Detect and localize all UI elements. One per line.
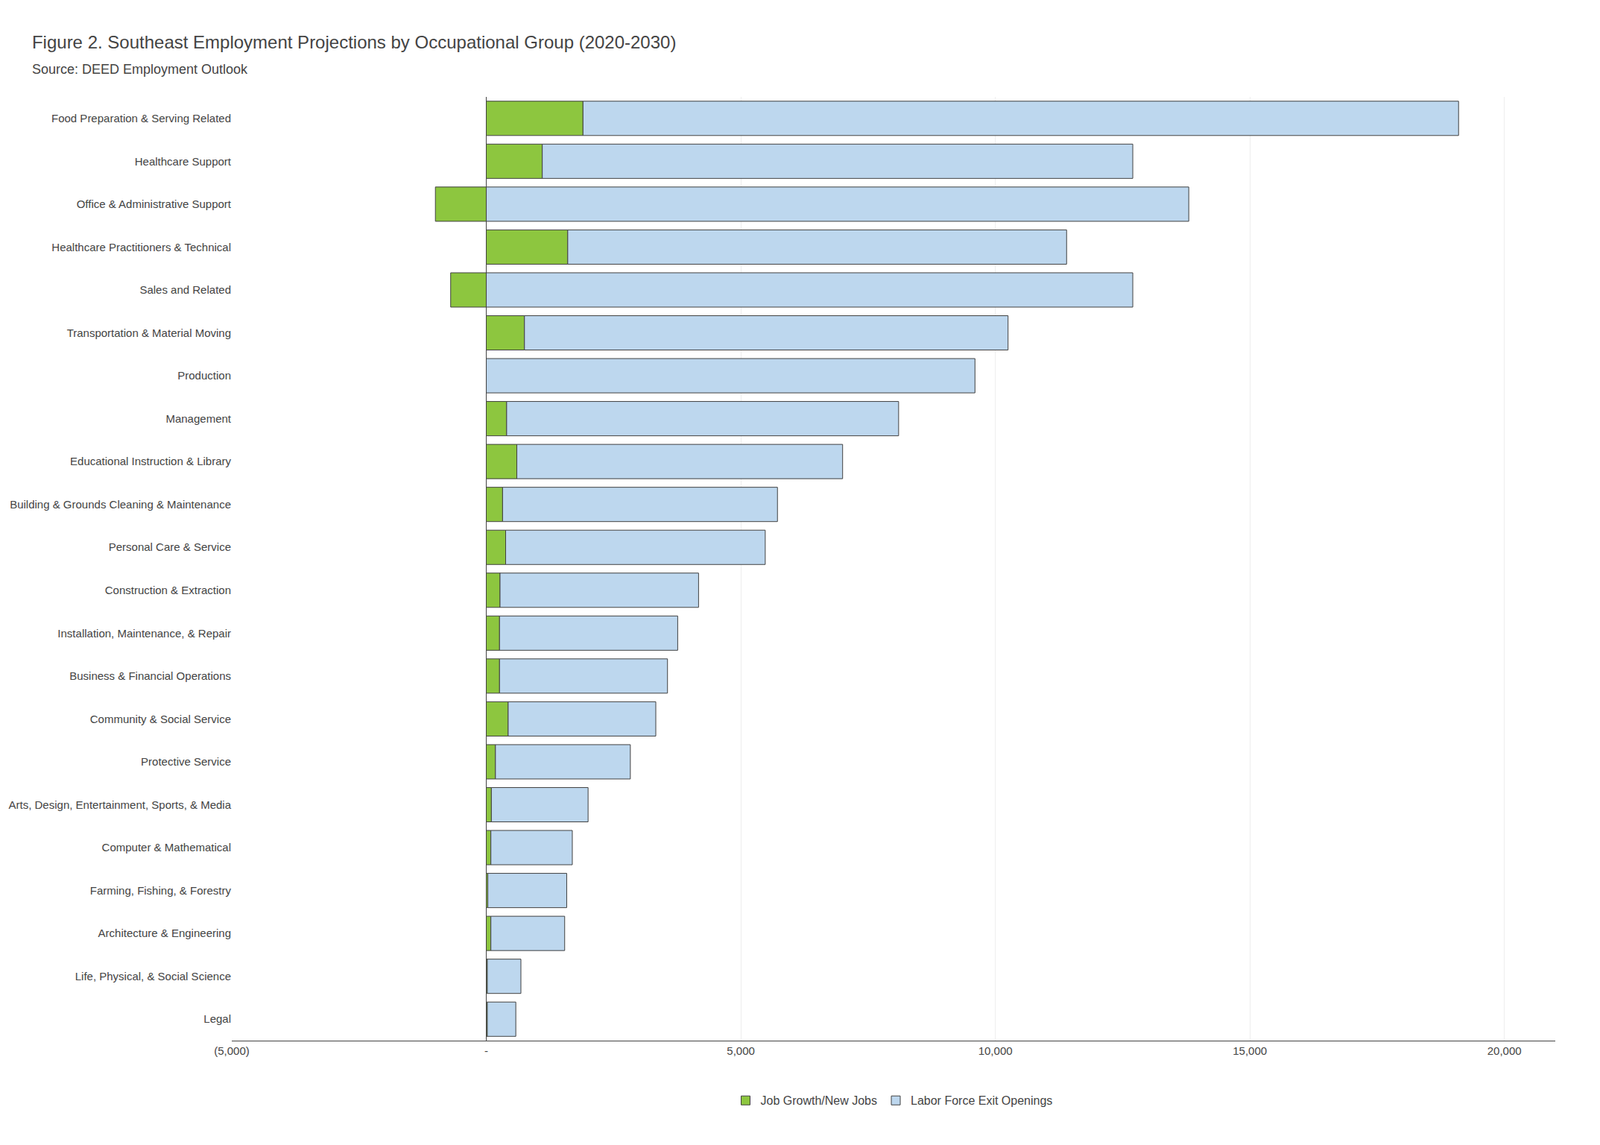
- svg-text:15,000: 15,000: [1232, 1044, 1267, 1057]
- svg-text:Legal: Legal: [203, 1012, 232, 1025]
- svg-text:Healthcare Practitioners & Tec: Healthcare Practitioners & Technical: [51, 240, 232, 254]
- svg-text:Installation, Maintenance, & R: Installation, Maintenance, & Repair: [57, 626, 232, 640]
- svg-text:(5,000): (5,000): [213, 1044, 250, 1057]
- svg-text:Personal Care & Service: Personal Care & Service: [108, 540, 232, 553]
- svg-text:20,000: 20,000: [1487, 1044, 1522, 1057]
- svg-text:Architecture & Engineering: Architecture & Engineering: [98, 926, 232, 939]
- svg-text:10,000: 10,000: [978, 1044, 1013, 1057]
- svg-text:Labor Force Exit Openings: Labor Force Exit Openings: [910, 1093, 1053, 1107]
- svg-text:Healthcare Support: Healthcare Support: [134, 155, 232, 168]
- svg-text:Business & Financial Operation: Business & Financial Operations: [69, 669, 232, 682]
- svg-text:Farming, Fishing, & Forestry: Farming, Fishing, & Forestry: [90, 883, 232, 897]
- svg-text:Management: Management: [165, 412, 232, 425]
- svg-text:Sales and Related: Sales and Related: [139, 283, 232, 296]
- svg-text:Food Preparation & Serving Rel: Food Preparation & Serving Related: [51, 111, 232, 125]
- svg-text:Community & Social Service: Community & Social Service: [90, 712, 232, 726]
- svg-text:Protective Service: Protective Service: [140, 754, 232, 768]
- svg-text:Job Growth/New Jobs: Job Growth/New Jobs: [760, 1093, 878, 1107]
- svg-text:Source: DEED Employment Outloo: Source: DEED Employment Outlook: [32, 61, 249, 77]
- svg-text:Computer & Mathematical: Computer & Mathematical: [102, 840, 232, 854]
- svg-text:Office & Administrative Suppor: Office & Administrative Support: [76, 197, 232, 211]
- svg-text:Transportation & Material Movi: Transportation & Material Moving: [67, 326, 232, 340]
- svg-text:Life, Physical, & Social Scien: Life, Physical, & Social Science: [75, 969, 232, 983]
- svg-text:Construction & Extraction: Construction & Extraction: [105, 583, 232, 597]
- svg-text:Figure 2. Southeast Employment: Figure 2. Southeast Employment Projectio…: [32, 32, 676, 53]
- svg-text:Arts, Design, Entertainment, S: Arts, Design, Entertainment, Sports, & M…: [8, 798, 232, 811]
- svg-text:5,000: 5,000: [726, 1044, 755, 1057]
- svg-text:Production: Production: [177, 368, 232, 382]
- svg-text:Building & Grounds Cleaning &: Building & Grounds Cleaning & Maintenanc…: [9, 497, 232, 511]
- svg-text:-: -: [484, 1044, 489, 1057]
- svg-text:Educational Instruction & Libr: Educational Instruction & Library: [70, 454, 232, 468]
